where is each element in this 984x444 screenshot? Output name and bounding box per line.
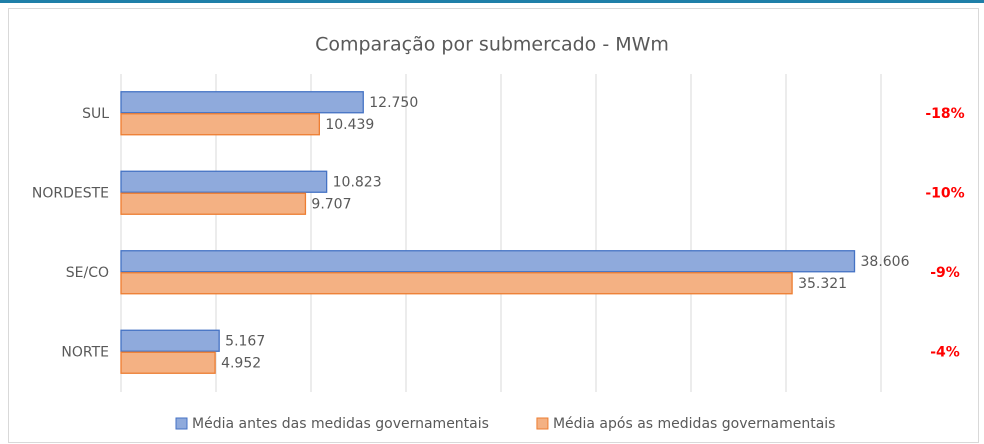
bar	[120, 329, 220, 352]
bar	[120, 351, 216, 374]
data-label: 35.321	[798, 276, 847, 292]
legend-label: Média após as medidas governamentais	[553, 416, 836, 432]
bar	[120, 250, 856, 273]
data-label: 12.750	[369, 95, 418, 111]
data-label: 10.823	[333, 174, 382, 190]
bar	[120, 113, 320, 136]
data-label: 9.707	[311, 196, 351, 212]
y-tick-label: SE/CO	[66, 265, 109, 281]
chart-frame	[8, 8, 979, 443]
change-label: -4%	[930, 344, 960, 360]
change-label: -9%	[930, 265, 960, 281]
legend-swatch	[175, 417, 188, 430]
y-tick-label: NORDESTE	[32, 185, 109, 201]
bar	[120, 272, 793, 295]
bar	[120, 170, 328, 193]
bar	[120, 91, 364, 114]
data-label: 38.606	[861, 254, 910, 270]
change-label: -18%	[925, 106, 964, 122]
legend-swatch	[536, 417, 549, 430]
bar	[120, 192, 307, 215]
data-label: 10.439	[325, 117, 374, 133]
data-label: 4.952	[221, 355, 261, 371]
change-label: -10%	[925, 185, 964, 201]
y-tick-label: NORTE	[61, 344, 109, 360]
top-border	[0, 0, 984, 3]
data-label: 5.167	[225, 333, 265, 349]
chart-title: Comparação por submercado - MWm	[315, 34, 669, 56]
y-tick-label: SUL	[82, 106, 109, 122]
legend-label: Média antes das medidas governamentais	[192, 416, 489, 432]
